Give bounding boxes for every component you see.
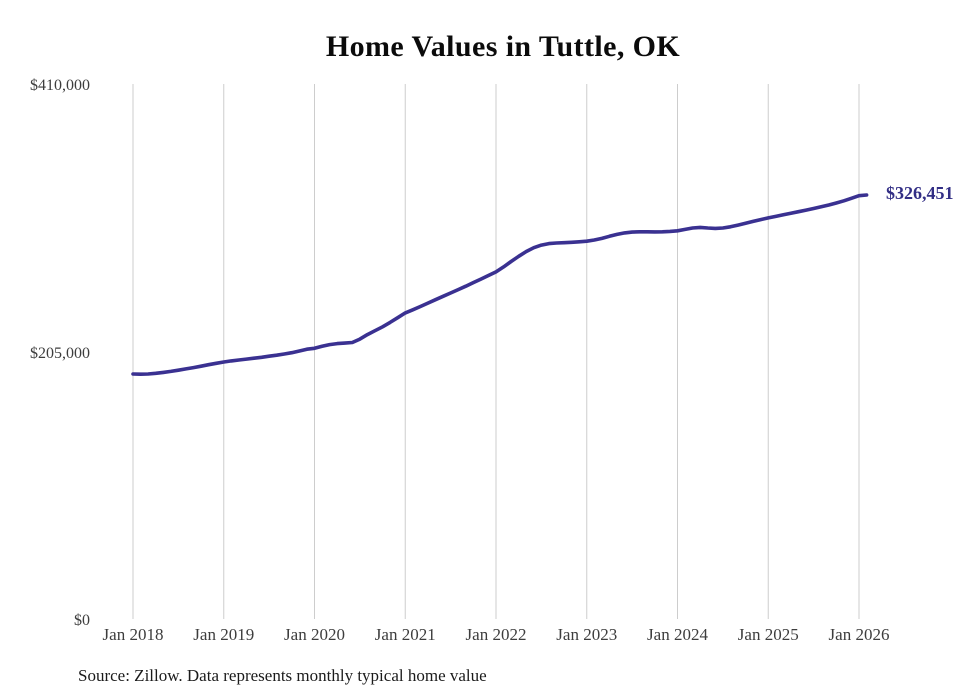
x-tick-label: Jan 2025 xyxy=(737,625,799,644)
y-tick-label: $205,000 xyxy=(30,344,90,362)
x-tick-label: Jan 2018 xyxy=(102,625,164,644)
chart-title: Home Values in Tuttle, OK xyxy=(325,30,681,63)
home-value-series-line xyxy=(131,193,869,377)
x-tick-label: Jan 2024 xyxy=(647,625,708,644)
x-tick-label: Jan 2021 xyxy=(374,625,436,644)
x-tick-label: Jan 2026 xyxy=(828,625,890,644)
y-tick-label: $410,000 xyxy=(30,77,90,94)
y-tick-label: $0 xyxy=(74,612,90,629)
source-note: Source: Zillow. Data represents monthly … xyxy=(78,666,487,685)
x-tick-label: Jan 2022 xyxy=(465,625,527,644)
x-tick-label: Jan 2023 xyxy=(556,625,618,644)
last-value-label: $326,451 xyxy=(886,183,954,204)
x-tick-label: Jan 2020 xyxy=(284,625,345,644)
x-tick-label: Jan 2019 xyxy=(193,625,255,644)
